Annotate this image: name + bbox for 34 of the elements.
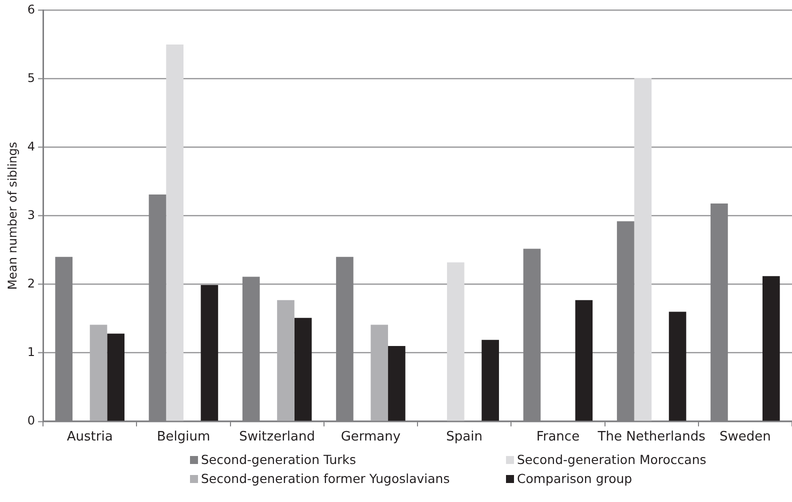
bar — [388, 346, 406, 421]
bar — [277, 300, 294, 421]
bar — [762, 276, 780, 421]
bar — [294, 318, 312, 421]
bar — [575, 300, 593, 421]
y-tick-label: 5 — [27, 70, 36, 85]
bar — [90, 324, 108, 421]
x-tick-label: France — [536, 430, 580, 445]
x-tick-label: Spain — [446, 430, 482, 445]
legend-label: Comparison group — [517, 471, 632, 486]
x-tick-label: Sweden — [720, 430, 771, 445]
bar — [447, 262, 464, 421]
x-tick-label: Belgium — [156, 430, 210, 445]
bar — [370, 324, 388, 421]
y-tick-label: 1 — [27, 344, 36, 359]
y-axis-title: Mean number of siblings — [5, 142, 20, 290]
bar — [107, 334, 124, 421]
bar — [200, 285, 218, 421]
legend-label: Second-generation former Yugoslavians — [201, 471, 450, 486]
x-tick-label: The Netherlands — [596, 430, 706, 445]
y-tick-label: 0 — [27, 414, 36, 428]
y-tick-label: 4 — [27, 139, 36, 154]
x-tick-label: Switzerland — [239, 430, 316, 445]
y-tick-label: 3 — [27, 208, 36, 222]
legend-label: Second-generation Moroccans — [517, 452, 706, 467]
bar — [634, 78, 652, 421]
bar — [482, 340, 499, 421]
bar — [668, 312, 686, 421]
x-tick-label: Germany — [340, 430, 401, 445]
x-tick-label: Austria — [66, 430, 113, 445]
y-tick-label: 6 — [27, 2, 36, 16]
bar — [166, 44, 184, 421]
legend-label: Second-generation Turks — [201, 452, 356, 467]
y-tick-label: 2 — [27, 276, 36, 290]
